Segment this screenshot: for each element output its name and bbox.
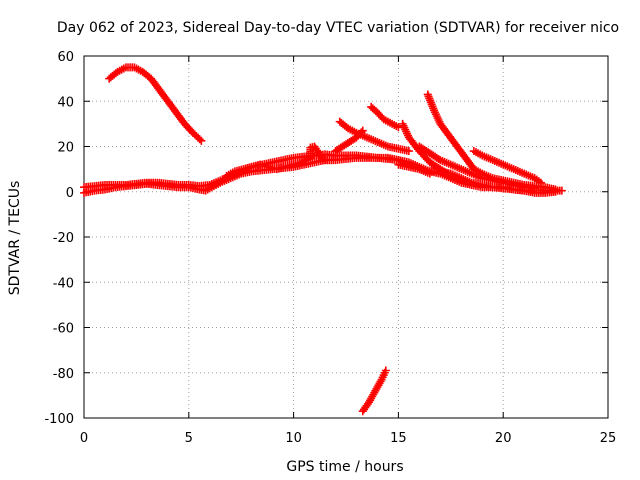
series-arc-midday-3 xyxy=(331,126,367,156)
chart-title: Day 062 of 2023, Sidereal Day-to-day VTE… xyxy=(57,20,619,36)
axis-ticks: 0 5 10 15 20 25 -100 -80 -60 -40 -20 0 20 40 60 xyxy=(44,50,616,446)
x-axis-title: GPS time / hours xyxy=(286,459,403,475)
data-marks xyxy=(80,63,566,416)
data-point xyxy=(197,136,206,145)
x-tick-label: 15 xyxy=(390,431,407,446)
x-tick-label: 5 xyxy=(185,431,193,446)
data-point xyxy=(557,186,566,195)
x-tick-label: 20 xyxy=(495,431,512,446)
data-point xyxy=(404,147,413,156)
y-tick-label: -60 xyxy=(53,322,74,337)
data-point xyxy=(536,178,545,187)
series-arc-midday-2 xyxy=(367,102,403,132)
y-tick-label: 40 xyxy=(57,95,74,110)
series-arc-afternoon-2 xyxy=(469,147,545,187)
data-point xyxy=(195,135,204,144)
series-arc-midday-1 xyxy=(335,117,413,156)
y-tick-label: 60 xyxy=(57,50,74,65)
y-tick-label: -80 xyxy=(53,367,74,382)
y-tick-label: 20 xyxy=(57,141,74,156)
y-tick-label: -100 xyxy=(44,412,74,427)
series-dip-track xyxy=(358,366,390,416)
y-axis-title: SDTVAR / TECUs xyxy=(7,181,23,296)
data-point xyxy=(357,128,366,137)
data-point xyxy=(327,156,336,165)
series-cluster-afternoon xyxy=(394,160,560,197)
x-tick-label: 10 xyxy=(285,431,302,446)
y-tick-label: -20 xyxy=(53,231,74,246)
y-tick-label: 0 xyxy=(66,186,74,201)
data-point xyxy=(381,366,390,375)
y-tick-label: -40 xyxy=(53,276,74,291)
data-point xyxy=(551,187,560,196)
series-arc-early xyxy=(105,63,206,145)
x-tick-label: 25 xyxy=(600,431,617,446)
series-cluster-9h xyxy=(222,142,336,180)
x-tick-label: 0 xyxy=(80,431,88,446)
data-point xyxy=(358,126,367,135)
